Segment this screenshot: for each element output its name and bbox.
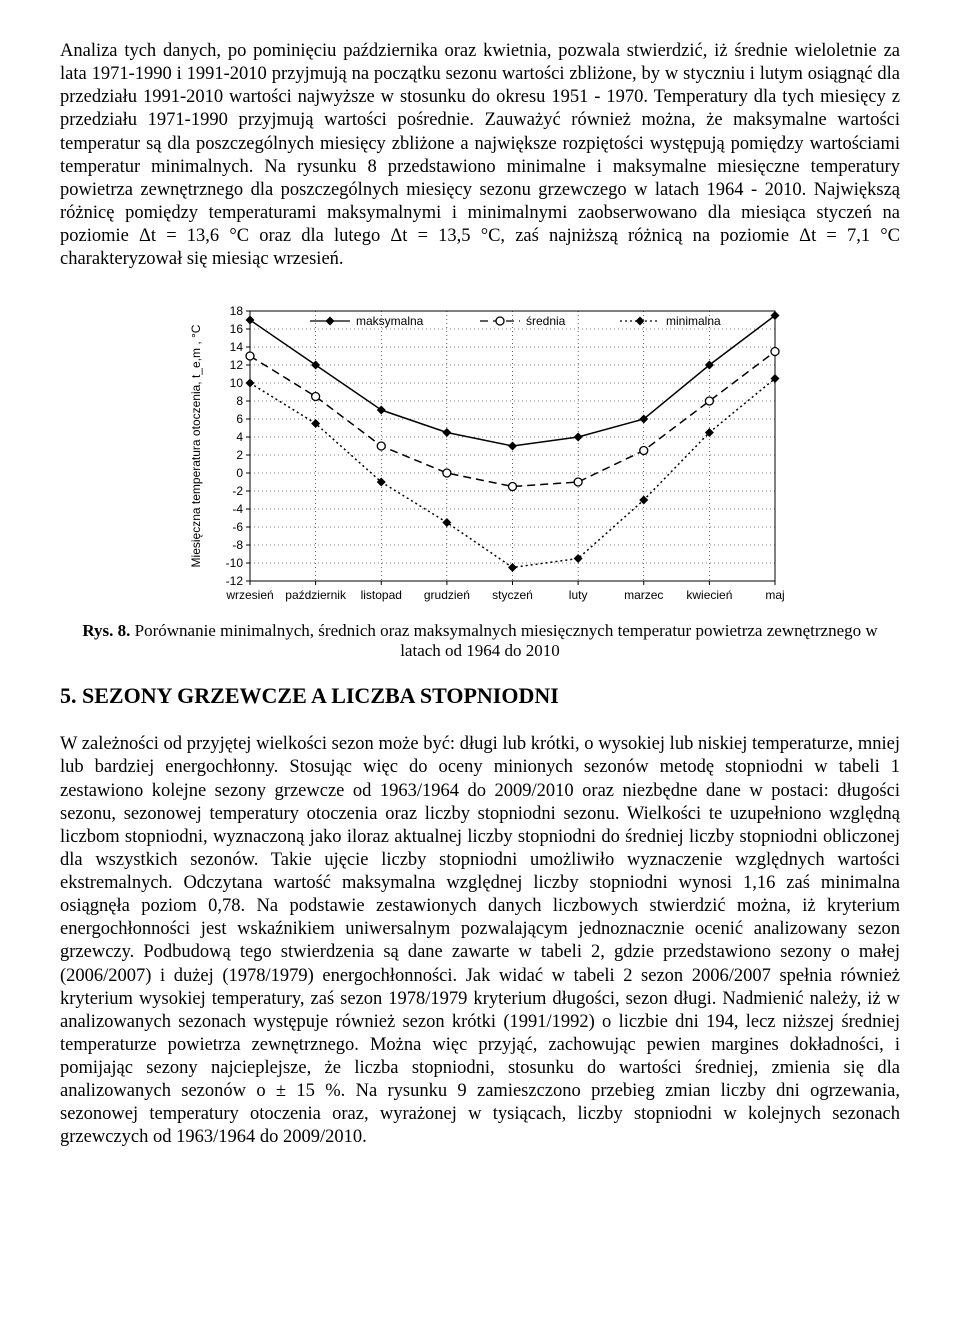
svg-text:4: 4 [236,430,243,444]
svg-text:6: 6 [236,412,243,426]
svg-text:średnia: średnia [526,314,566,328]
paragraph-2: W zależności od przyjętej wielkości sezo… [60,733,900,1149]
svg-text:minimalna: minimalna [666,314,721,328]
figure-caption: Rys. 8. Porównanie minimalnych, średnich… [60,621,900,661]
svg-text:0: 0 [236,466,243,480]
paragraph-1: Analiza tych danych, po pominięciu paźdz… [60,40,900,271]
svg-text:14: 14 [230,340,244,354]
svg-text:styczeń: styczeń [492,588,533,602]
svg-text:maksymalna: maksymalna [356,314,424,328]
svg-text:2: 2 [236,448,243,462]
svg-text:listopad: listopad [361,588,402,602]
svg-text:październik: październik [285,588,347,602]
svg-text:18: 18 [230,304,244,318]
svg-text:-8: -8 [232,538,243,552]
svg-text:-4: -4 [232,502,243,516]
svg-text:marzec: marzec [624,588,663,602]
svg-text:luty: luty [569,588,588,602]
section-heading: 5. SEZONY GRZEWCZE A LICZBA STOPNIODNI [60,683,900,709]
svg-text:-10: -10 [226,556,244,570]
svg-text:kwiecień: kwiecień [686,588,732,602]
svg-text:-2: -2 [232,484,243,498]
svg-text:wrzesień: wrzesień [225,588,273,602]
svg-text:10: 10 [230,376,244,390]
svg-text:8: 8 [236,394,243,408]
figure-caption-bold: Rys. 8. [82,621,130,640]
svg-text:Miesięczna temperatura otoczen: Miesięczna temperatura otoczenia, t_e,m … [189,324,203,567]
svg-text:12: 12 [230,358,244,372]
chart-rys-8: -12 -10 -8 -6 -4 -2 0 2 4 6 8 10 12 14 16 18 wrzesień paź… [170,301,790,611]
svg-text:maj: maj [765,588,784,602]
figure-caption-text: Porównanie minimalnych, średnich oraz ma… [135,621,878,660]
svg-text:16: 16 [230,322,244,336]
page: Analiza tych danych, po pominięciu paźdz… [0,0,960,1224]
svg-text:-12: -12 [226,574,244,588]
svg-text:grudzień: grudzień [424,588,470,602]
svg-text:-6: -6 [232,520,243,534]
